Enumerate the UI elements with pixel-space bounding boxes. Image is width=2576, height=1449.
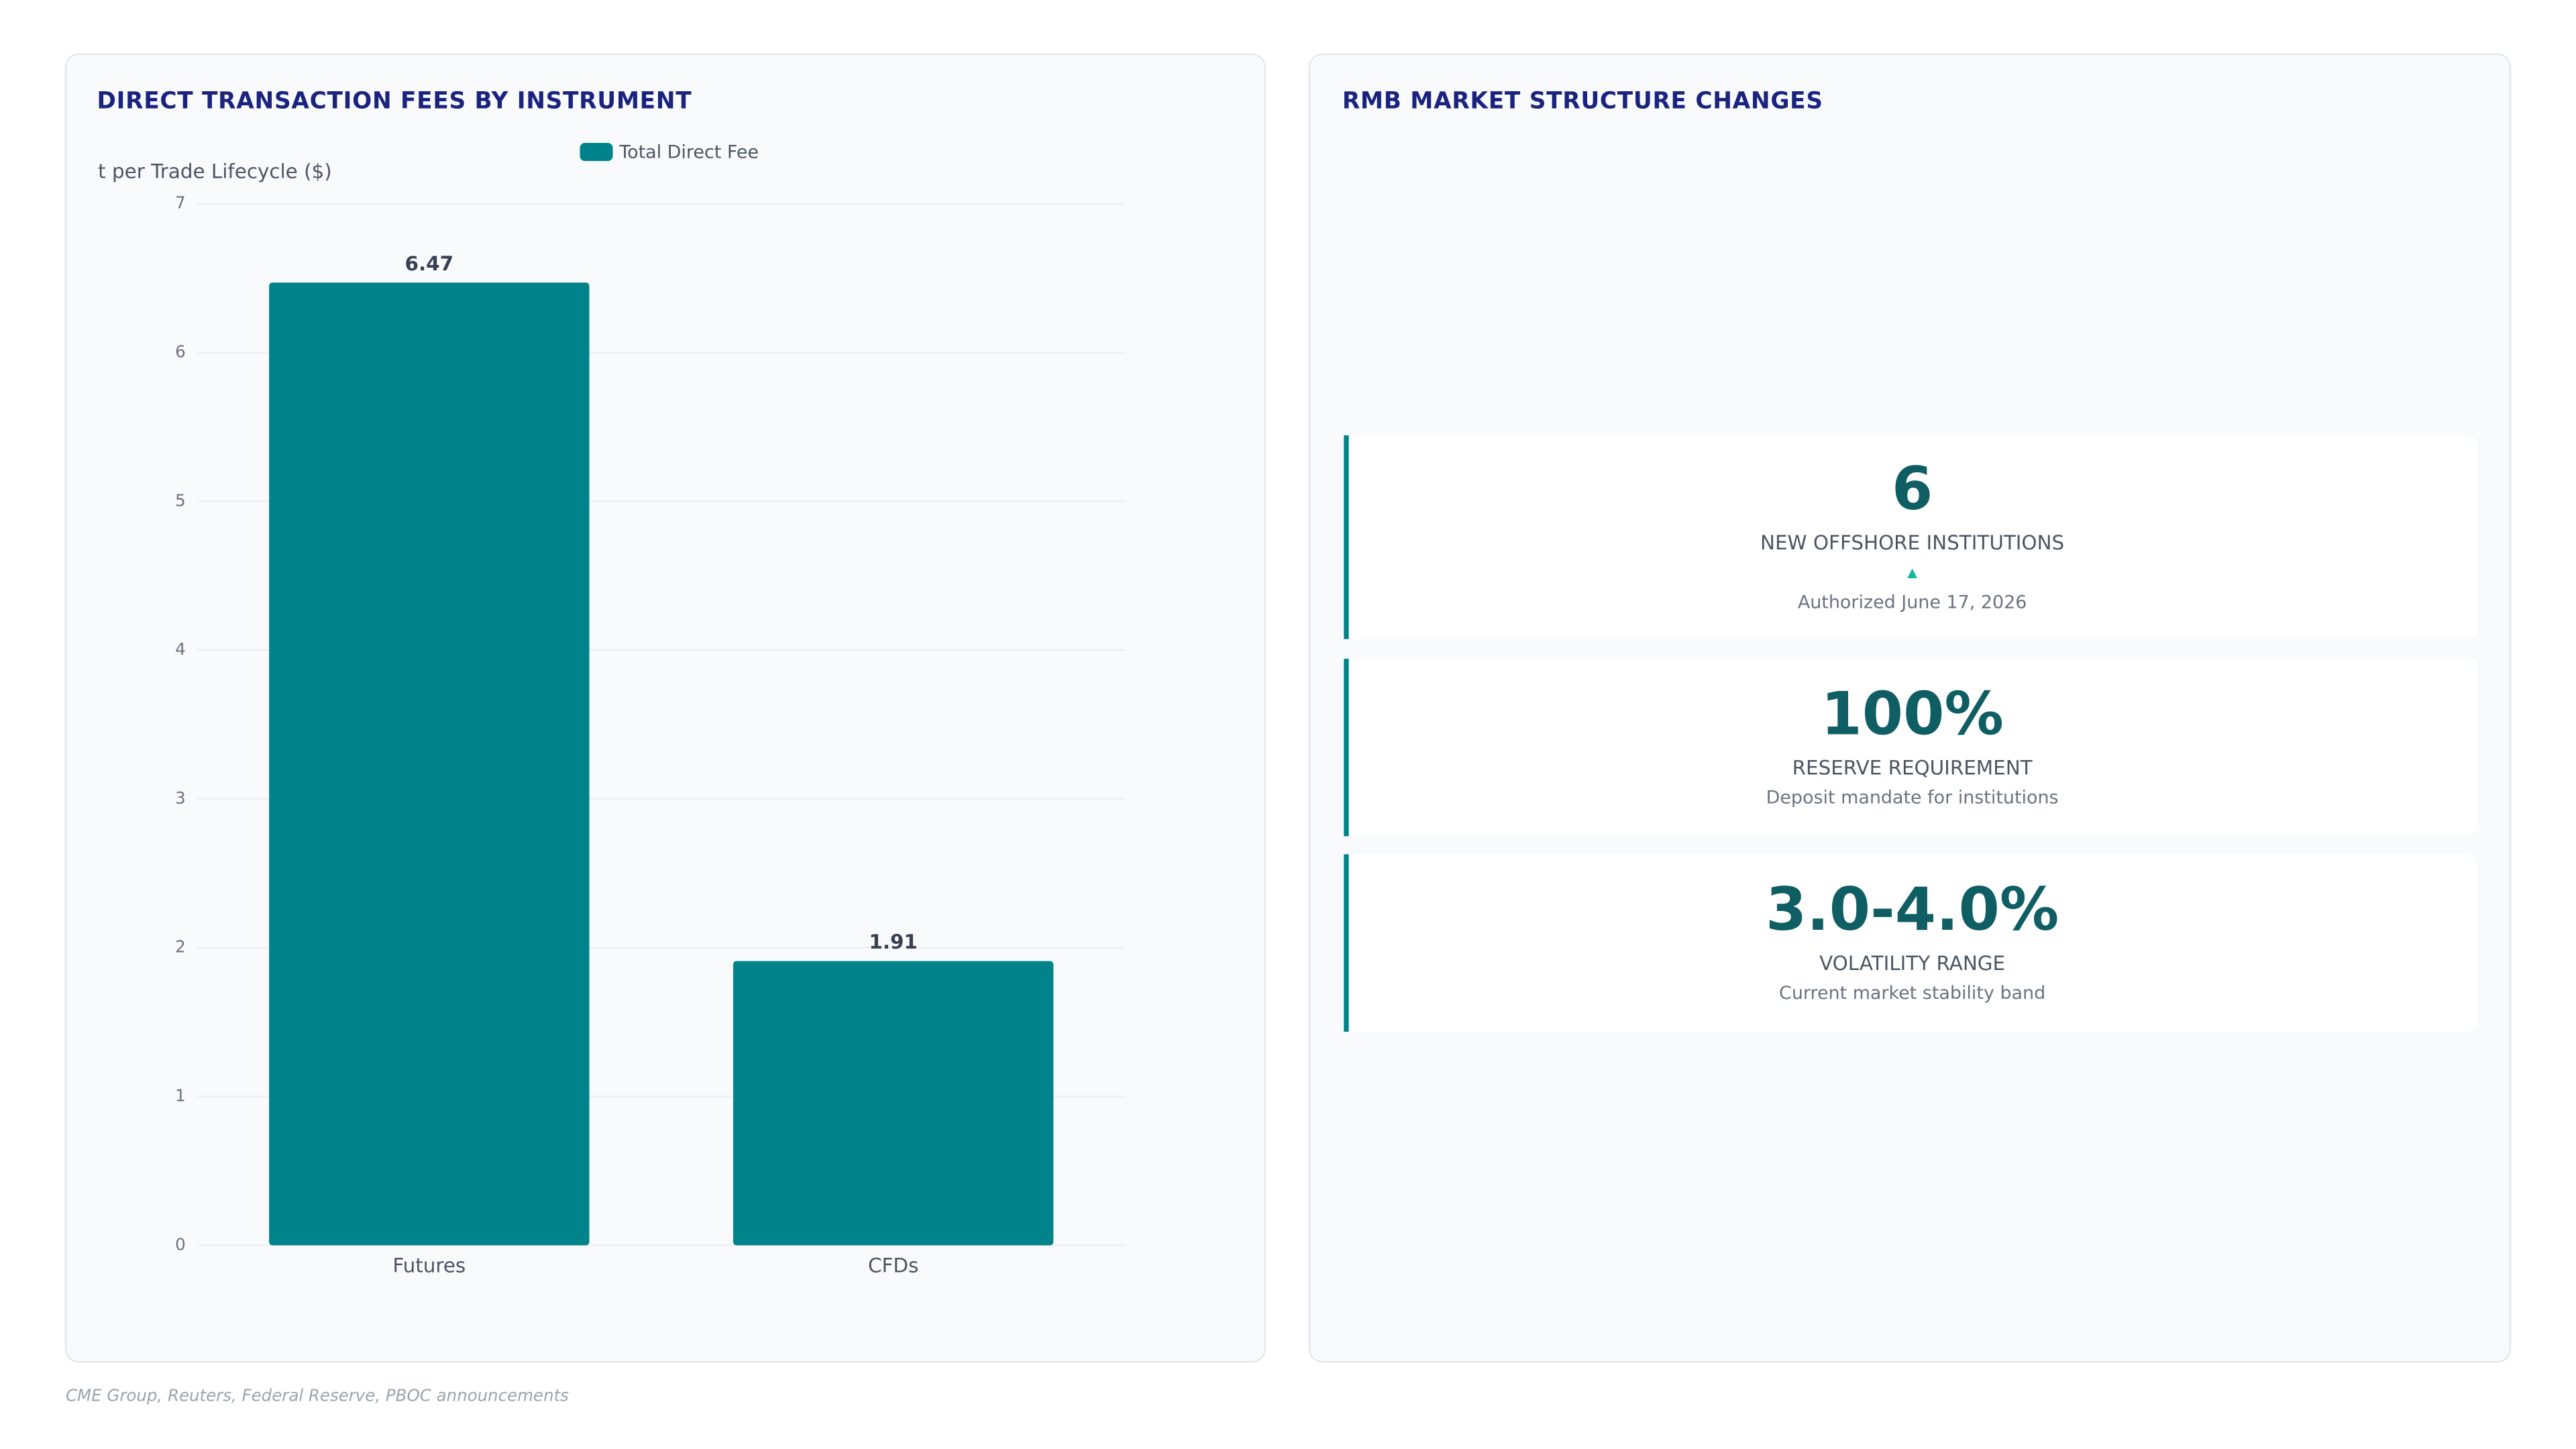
y-tick-label: 7 [175, 193, 186, 213]
card [1344, 435, 2478, 639]
card-label: RESERVE REQUIREMENT [1792, 757, 2033, 780]
y-tick-label: 0 [175, 1234, 186, 1254]
card-note: Current market stability band [1779, 983, 2045, 1004]
x-tick-label: Futures [392, 1254, 466, 1277]
bar [269, 282, 590, 1246]
y-tick-label: 2 [175, 937, 186, 957]
card-value: 3.0-4.0% [1766, 875, 2059, 944]
chart-card [64, 53, 1266, 1363]
card-value: 6 [1892, 454, 1933, 523]
card-note: Deposit mandate for institutions [1766, 788, 2059, 808]
card-label: NEW OFFSHORE INSTITUTIONS [1760, 531, 2064, 554]
chart-title: DIRECT TRANSACTION FEES BY INSTRUMENT [97, 87, 692, 114]
up-icon [1907, 568, 1917, 579]
card-accent [1344, 659, 1349, 837]
y-tick-label: 6 [175, 341, 186, 361]
card-label: VOLATILITY RANGE [1819, 952, 2005, 975]
bar [733, 961, 1054, 1246]
y-tick-label: 4 [175, 639, 186, 659]
card-value: 100% [1821, 680, 2003, 749]
card [1344, 854, 2478, 1032]
cards: 6 NEW OFFSHORE INSTITUTIONS Authorized J… [1344, 435, 2478, 1032]
source: CME Group, Reuters, Federal Reserve, PBO… [66, 1386, 569, 1405]
y-axis-label: Cost per Trade Lifecycle ($) [62, 160, 331, 183]
card [1344, 659, 2478, 837]
panel-title: RMB MARKET STRUCTURE CHANGES [1342, 87, 1823, 114]
y-tick-label: 3 [175, 788, 186, 808]
x-tick-label: CFDs [868, 1254, 918, 1277]
card-accent [1344, 854, 1349, 1032]
y-tick-label: 1 [175, 1086, 186, 1106]
card-note: Authorized June 17, 2026 [1798, 592, 2027, 612]
card-accent [1344, 435, 1349, 639]
y-label-clip: Cost per Trade Lifecycle ($) [62, 160, 331, 183]
legend-label: Total Direct Fee [619, 142, 759, 162]
value-label: 6.47 [405, 252, 453, 275]
legend-swatch [580, 143, 613, 161]
value-label: 1.91 [869, 930, 917, 953]
y-tick-label: 5 [175, 490, 186, 510]
